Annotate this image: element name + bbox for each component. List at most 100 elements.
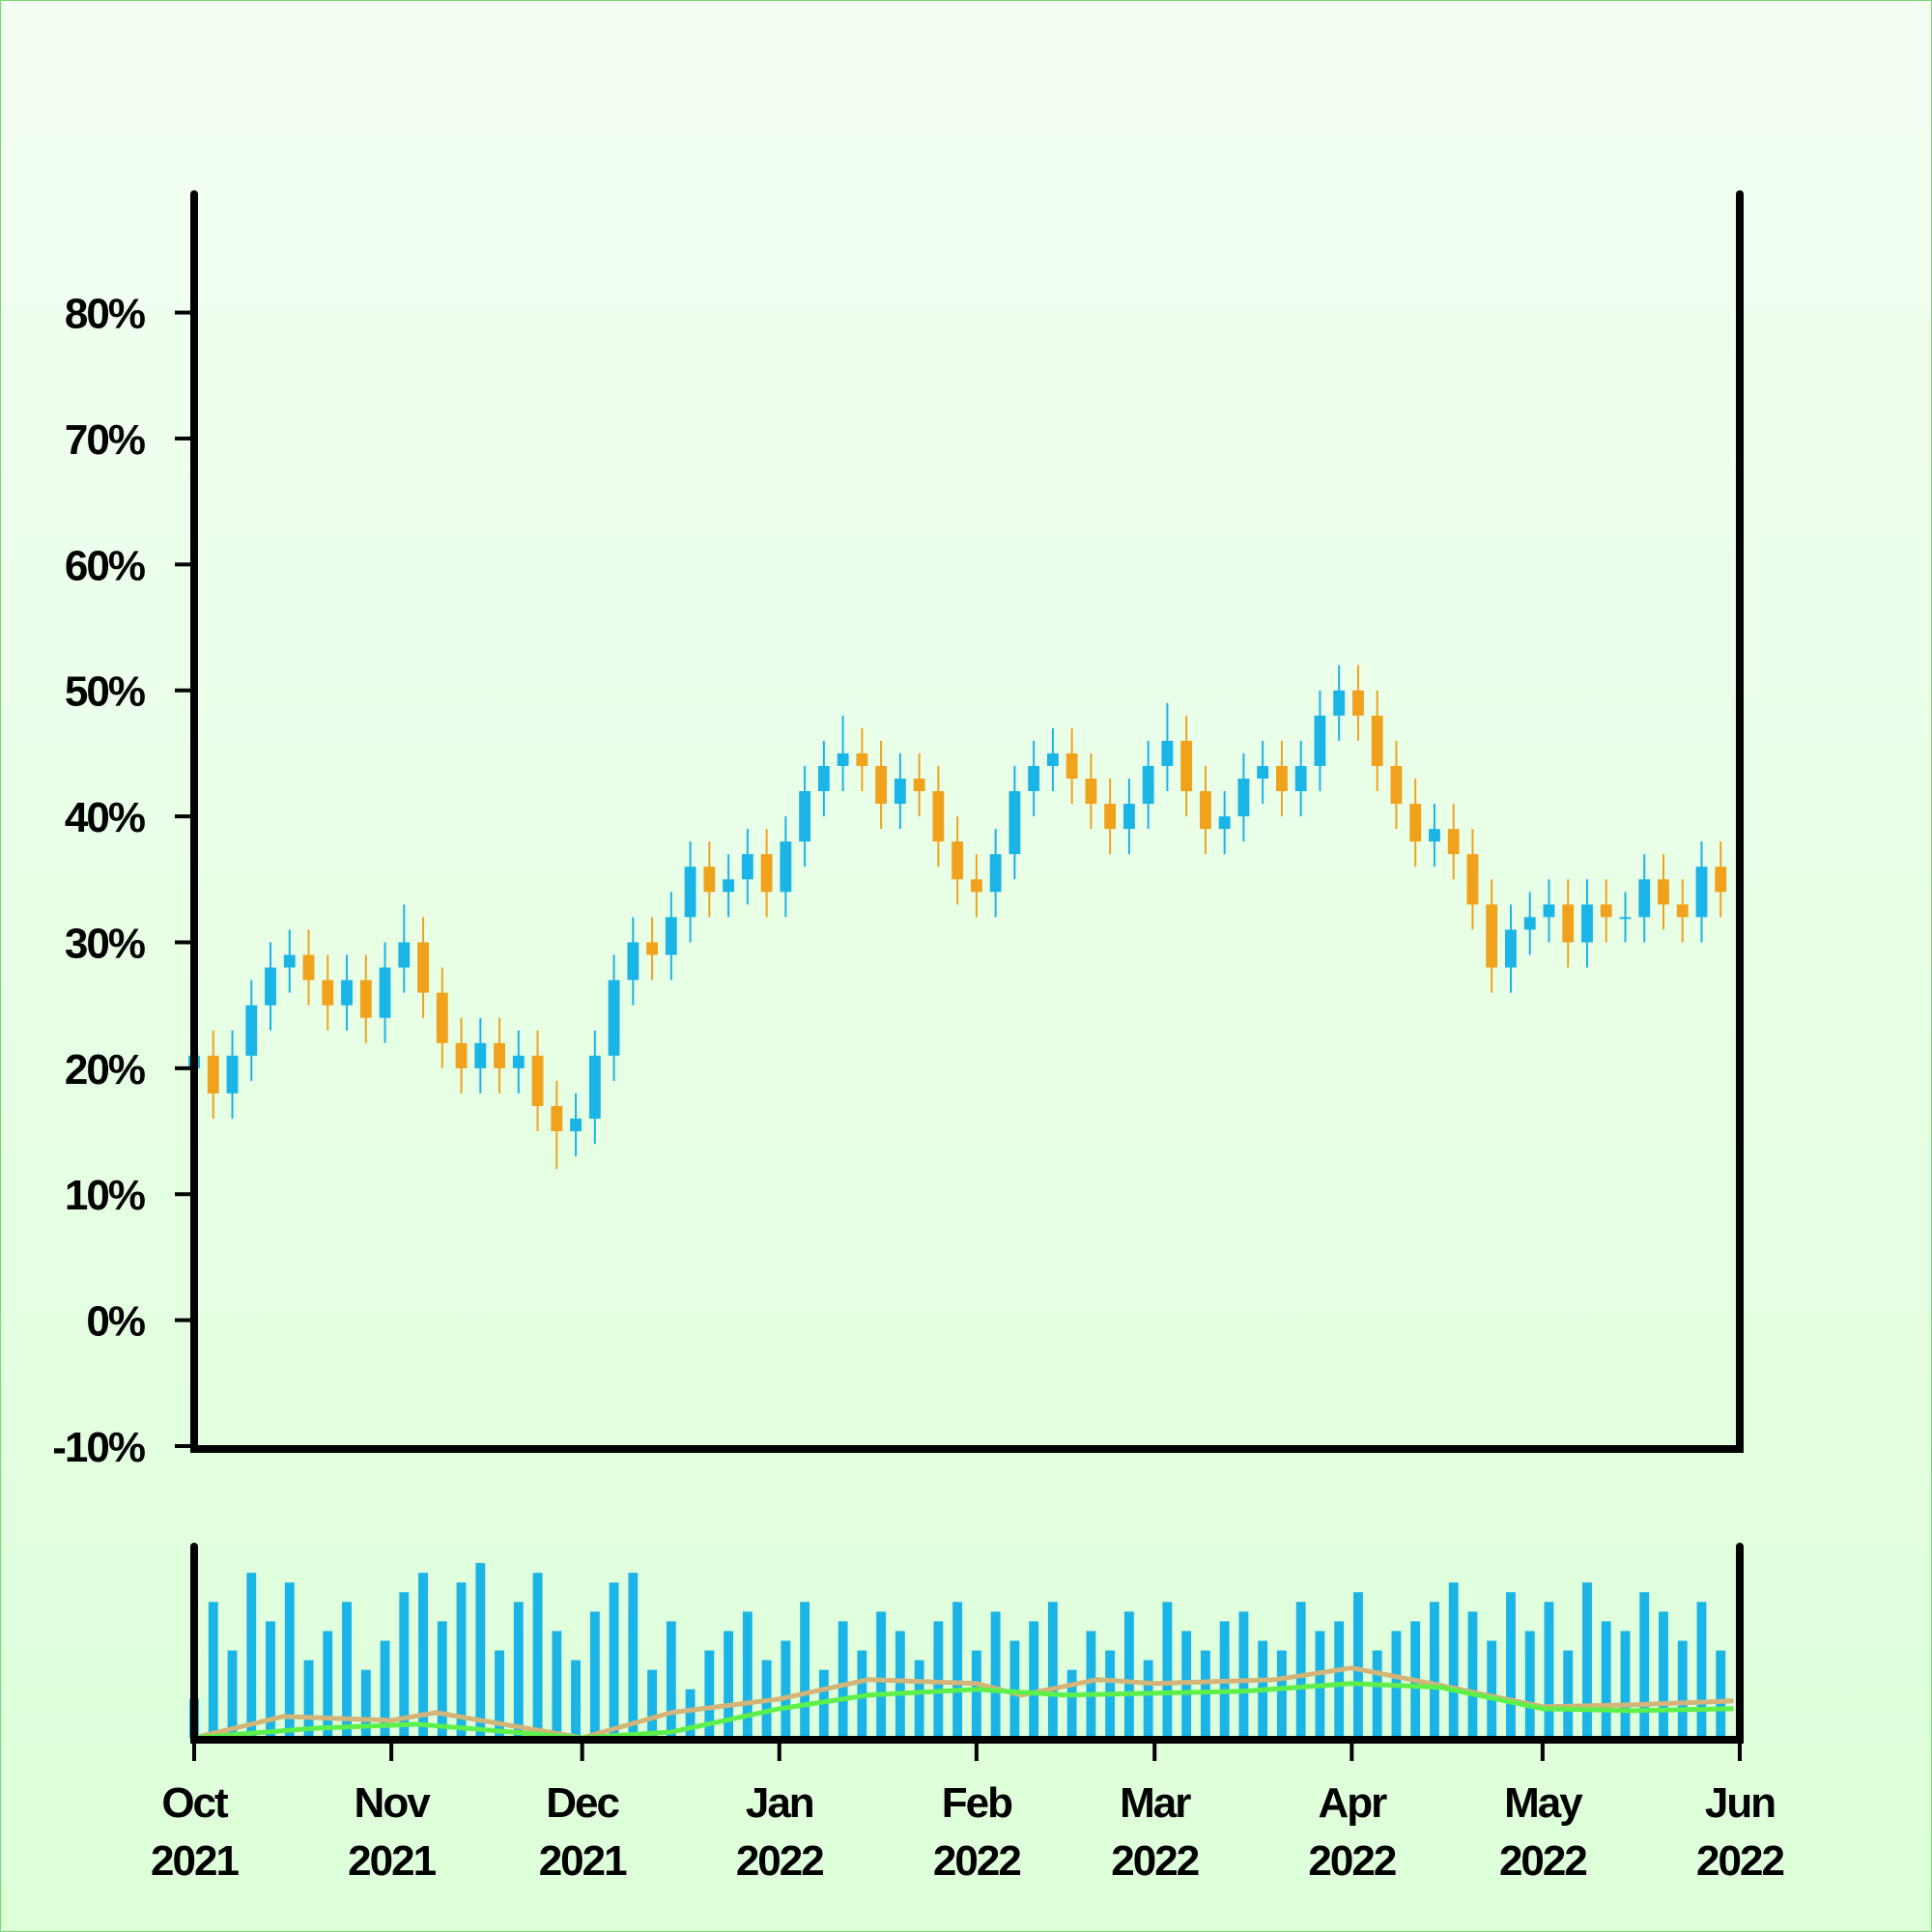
volume-bar (1276, 1650, 1287, 1738)
candle-body (283, 954, 296, 968)
candle-body (1314, 715, 1326, 766)
candle-body (703, 867, 716, 893)
x-tick-label-line: Feb (942, 1779, 1012, 1827)
candle-body (1390, 765, 1403, 805)
y-tick-label: 40% (65, 794, 145, 841)
candle-body (1658, 879, 1669, 905)
volume-bar (685, 1689, 696, 1738)
volume-bar (456, 1582, 467, 1738)
volume-bar (1582, 1582, 1592, 1738)
candle-body (1237, 778, 1250, 817)
x-tick-label-line: 2022 (1111, 1837, 1198, 1885)
candle-body (1581, 904, 1593, 943)
volume-bar (1334, 1621, 1345, 1738)
volume-bar (1009, 1640, 1020, 1738)
volume-bar (724, 1631, 734, 1738)
candle-body (512, 1055, 525, 1068)
volume-bar (1639, 1592, 1650, 1738)
candle-body (1562, 904, 1575, 943)
candle-body (245, 1005, 258, 1056)
volume-bar (399, 1592, 410, 1738)
volume-bar (971, 1650, 981, 1738)
candle-body (588, 1055, 601, 1120)
x-tick-label: May 2022 (1499, 1779, 1586, 1885)
candle-body (684, 867, 696, 918)
plot-area (188, 665, 1734, 1741)
x-tick-label-line: 2022 (933, 1837, 1020, 1885)
candle-body (875, 765, 888, 805)
candle-body (1333, 690, 1346, 716)
volume-bar (208, 1602, 218, 1738)
candle-body (1046, 753, 1059, 766)
volume-bar (1353, 1592, 1363, 1738)
volume-bar (1487, 1640, 1497, 1738)
volume-bar (800, 1602, 810, 1738)
volume-bar (781, 1640, 791, 1738)
candle-body (398, 942, 411, 968)
candle-body (1505, 929, 1517, 968)
moving-average-line (193, 1681, 1734, 1741)
x-tick-label-line: Jan (746, 1779, 813, 1827)
candle-body (646, 942, 658, 955)
volume-bar (1524, 1631, 1535, 1738)
volume-bar (1677, 1640, 1688, 1738)
volume-bar (838, 1621, 848, 1738)
x-tick-label: Jun 2022 (1696, 1779, 1783, 1885)
x-tick-label-line: May (1504, 1779, 1583, 1827)
candle-body (952, 841, 964, 880)
candle-body (932, 791, 945, 842)
candle-body (1600, 904, 1612, 918)
x-tick-label-line: 2022 (1696, 1837, 1783, 1885)
candle-body (608, 980, 620, 1056)
candle-body (760, 854, 773, 893)
candle-body (1276, 765, 1288, 792)
volume-bar (589, 1611, 600, 1738)
volume-bar (418, 1573, 428, 1738)
candle-body (474, 1042, 487, 1068)
x-tick-label-line: 2021 (539, 1837, 627, 1885)
candle-body (723, 879, 735, 893)
candle-body (1695, 867, 1708, 918)
volume-bar (1295, 1602, 1306, 1738)
x-tick-label-line: Dec (546, 1779, 619, 1827)
volume-bar (495, 1650, 504, 1738)
y-tick-label: 10% (65, 1172, 145, 1219)
candle-body (1085, 778, 1097, 805)
volume-bar (1086, 1631, 1096, 1738)
candle-body (1104, 804, 1117, 830)
volume-bar (628, 1573, 639, 1738)
candle-body (359, 980, 372, 1018)
volume-bar (284, 1582, 295, 1738)
volume-bar (1601, 1621, 1611, 1738)
volume-bar (475, 1563, 486, 1738)
x-tick-label: Apr 2022 (1308, 1779, 1395, 1885)
candle-body (322, 980, 334, 1006)
volume-bar (1506, 1592, 1516, 1738)
y-tick-label: 0% (86, 1298, 144, 1346)
candle-body (207, 1055, 219, 1094)
x-tick-label: Oct 2021 (151, 1779, 239, 1885)
x-tick-label: Mar 2022 (1111, 1779, 1198, 1885)
volume-bar (742, 1611, 753, 1738)
volume-bar (609, 1582, 619, 1738)
y-tick-label: 80% (65, 291, 145, 338)
candle-body (913, 778, 925, 792)
candle-body (226, 1055, 239, 1094)
candle-body (970, 879, 982, 893)
y-tick-label: 50% (65, 668, 145, 716)
volume-bar (647, 1669, 658, 1738)
x-tick-label-line: Mar (1120, 1779, 1191, 1827)
volume-bar (1372, 1650, 1382, 1738)
candle-body (570, 1119, 582, 1132)
volume-bar (360, 1669, 371, 1738)
candle-body (1352, 690, 1364, 716)
candle-body (817, 765, 830, 792)
volume-bar (380, 1640, 390, 1738)
candle-body (531, 1055, 544, 1106)
candle-body (1447, 829, 1460, 855)
volume-bar (1716, 1650, 1726, 1738)
y-tick-label: 60% (65, 542, 145, 589)
volume-bar (266, 1621, 275, 1738)
volume-bar (1467, 1611, 1478, 1738)
